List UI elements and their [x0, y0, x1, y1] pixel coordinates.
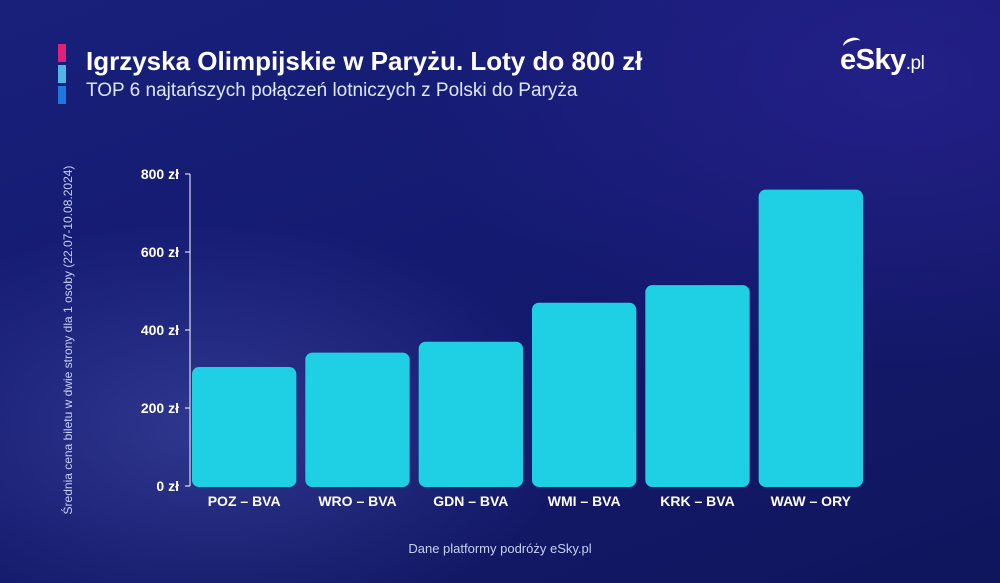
chart-subtitle: TOP 6 najtańszych połączeń lotniczych z … — [86, 80, 578, 101]
chart-title: Igrzyska Olimpijskie w Paryżu. Loty do 8… — [86, 46, 643, 76]
logo-suffix-text: .pl — [905, 53, 925, 74]
y-tick-label: 0 zł — [156, 478, 179, 494]
bar-krk-bva — [645, 285, 750, 487]
x-tick-label: KRK – BVA — [660, 493, 734, 509]
bar-wmi-bva — [532, 302, 637, 487]
accent-bar-blue — [58, 86, 66, 104]
x-tick-label: WMI – BVA — [548, 493, 621, 509]
y-tick-label: 800 zł — [141, 166, 179, 182]
esky-logo: eSky.pl — [840, 35, 925, 77]
y-tick-label: 400 zł — [141, 322, 179, 338]
y-tick-label: 200 zł — [141, 400, 179, 416]
x-tick-label: WAW – ORY — [771, 493, 852, 509]
accent-bar-light-blue — [58, 65, 66, 83]
bar-gdn-bva — [418, 341, 523, 487]
y-tick-label: 600 zł — [141, 244, 179, 260]
bar-poz-bva — [192, 367, 297, 487]
x-tick-label: WRO – BVA — [318, 493, 396, 509]
source-note: Dane platformy podróży eSky.pl — [408, 541, 592, 556]
x-tick-label: POZ – BVA — [208, 493, 281, 509]
x-tick-label: GDN – BVA — [433, 493, 508, 509]
bar-wro-bva — [305, 352, 410, 487]
bar-waw-ory — [758, 189, 863, 487]
logo-main-text: eSky — [840, 44, 906, 76]
accent-bar-pink — [58, 44, 66, 62]
